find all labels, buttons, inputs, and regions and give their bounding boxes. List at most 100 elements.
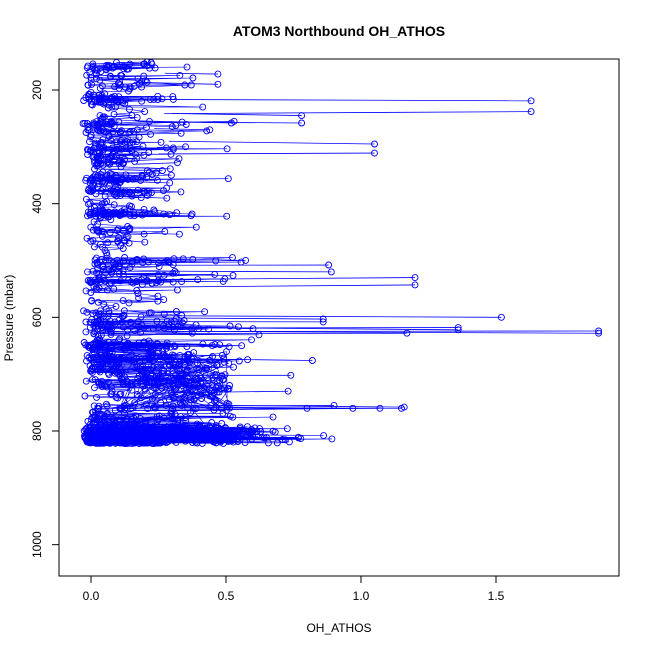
data-point <box>113 138 121 146</box>
series-line-segment <box>133 120 232 124</box>
data-point <box>170 342 178 350</box>
data-point <box>103 171 111 179</box>
data-point-outlier <box>325 261 333 269</box>
data-point <box>161 258 169 266</box>
data-point <box>107 94 115 102</box>
chart-title: ATOM3 Northbound OH_ATHOS <box>233 23 445 39</box>
data-point <box>117 390 125 398</box>
series-line-segment <box>152 99 532 102</box>
data-point <box>119 355 127 363</box>
data-point <box>102 256 109 264</box>
data-point <box>129 426 137 433</box>
data-point <box>183 366 191 374</box>
data-point <box>213 362 221 370</box>
data-point <box>100 228 108 236</box>
data-point <box>121 430 129 438</box>
data-point <box>106 72 114 80</box>
data-point <box>117 127 125 135</box>
data-point <box>187 396 195 404</box>
data-point <box>87 367 95 375</box>
data-point-outlier <box>411 281 419 289</box>
data-point <box>91 207 99 215</box>
data-point <box>176 357 184 365</box>
data-point <box>229 272 237 279</box>
data-point <box>223 348 230 356</box>
series-line-segment <box>144 315 502 318</box>
data-point <box>189 74 197 82</box>
data-point <box>135 439 143 447</box>
data-point <box>195 366 203 374</box>
data-point <box>119 270 127 278</box>
data-point <box>93 66 100 74</box>
data-point <box>88 97 95 105</box>
data-point <box>91 412 99 420</box>
data-point <box>91 328 99 336</box>
data-point <box>112 302 120 310</box>
data-point-outlier <box>298 112 306 120</box>
data-point <box>90 121 98 129</box>
data-point <box>130 439 138 447</box>
data-point <box>116 259 124 267</box>
data-point <box>85 353 93 361</box>
data-point <box>111 188 119 196</box>
data-point <box>128 258 136 265</box>
data-point <box>239 429 247 437</box>
data-point <box>173 286 181 294</box>
data-point <box>211 270 219 278</box>
data-point <box>212 403 220 411</box>
data-point <box>105 432 113 440</box>
data-point <box>223 212 231 220</box>
data-point <box>85 439 93 447</box>
data-point <box>178 371 185 379</box>
data-point <box>169 261 177 269</box>
data-point <box>97 307 104 315</box>
data-point <box>166 362 174 370</box>
data-point <box>116 263 124 271</box>
data-point <box>109 127 117 135</box>
data-point <box>152 279 160 287</box>
data-point <box>285 438 293 446</box>
data-point <box>226 322 234 330</box>
data-point <box>182 121 190 128</box>
data-point <box>87 223 95 231</box>
data-point <box>167 171 175 179</box>
data-point <box>96 76 104 84</box>
data-point <box>92 355 100 363</box>
data-point <box>124 340 132 347</box>
data-point <box>97 421 105 429</box>
data-point <box>89 408 96 416</box>
data-point-outlier <box>319 318 327 326</box>
data-point <box>96 84 104 92</box>
data-point <box>169 402 177 410</box>
data-point <box>229 254 236 262</box>
data-point <box>93 285 101 293</box>
data-point <box>105 133 113 141</box>
data-point <box>87 100 95 108</box>
data-point <box>145 337 153 345</box>
data-point <box>106 154 114 162</box>
data-point <box>126 264 134 272</box>
data-point <box>165 357 172 365</box>
data-point <box>157 399 165 407</box>
data-point <box>98 256 105 263</box>
data-point <box>146 96 154 104</box>
data-point <box>93 227 101 235</box>
data-point <box>135 322 143 330</box>
data-point <box>110 201 118 209</box>
data-point <box>147 130 155 138</box>
data-point <box>283 425 291 433</box>
data-point <box>88 278 96 286</box>
data-point <box>113 209 121 217</box>
data-point <box>116 335 124 343</box>
y-tick-label: 200 <box>30 80 44 100</box>
data-point-outlier <box>400 403 408 411</box>
data-point <box>141 356 149 364</box>
data-point <box>137 328 144 336</box>
data-point <box>145 309 153 317</box>
data-point <box>133 138 141 146</box>
data-point <box>112 103 119 111</box>
data-point <box>197 374 205 382</box>
data-point <box>211 397 218 405</box>
data-point <box>130 128 138 136</box>
data-point <box>151 404 159 411</box>
